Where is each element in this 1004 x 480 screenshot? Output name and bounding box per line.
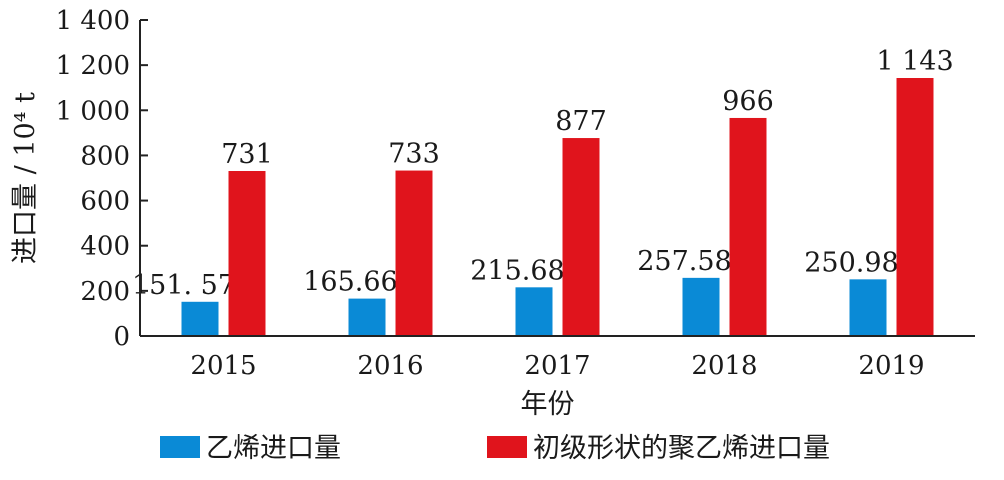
polyethylene-bar [562, 138, 600, 336]
y-tick-label: 1 200 [56, 51, 130, 81]
ethylene-bar [181, 301, 219, 336]
y-tick-label: 200 [80, 277, 130, 307]
ethylene-data-label: 257.58 [637, 246, 731, 277]
polyethylene-data-label: 731 [221, 139, 273, 170]
x-tick-label: 2015 [190, 351, 256, 381]
y-axis-ticks: 0 200 400 600 800 1 000 1 200 1 400 [56, 6, 148, 352]
polyethylene-bar [228, 171, 266, 336]
y-tick-label: 1 400 [56, 6, 130, 36]
x-tick-label: 2018 [691, 351, 757, 381]
y-tick-label: 1 000 [56, 96, 130, 126]
ethylene-bar [348, 298, 386, 336]
y-tick-label: 600 [80, 187, 130, 217]
x-tick-label: 2017 [524, 351, 590, 381]
x-axis-title: 年份 [521, 389, 575, 420]
polyethylene-data-label: 966 [722, 86, 774, 117]
legend-label-polyethylene: 初级形状的聚乙烯进口量 [533, 433, 830, 464]
ethylene-data-label: 215.68 [470, 255, 564, 286]
legend-label-ethylene: 乙烯进口量 [206, 433, 341, 464]
x-tick-label: 2019 [858, 351, 924, 381]
ethylene-bar [515, 287, 553, 336]
y-tick-label: 400 [80, 232, 130, 262]
polyethylene-data-label: 1 143 [876, 46, 953, 77]
polyethylene-data-label: 733 [388, 139, 440, 170]
ethylene-data-label: 151. 57 [132, 270, 235, 301]
ethylene-bar [849, 279, 887, 336]
legend-swatch-ethylene [160, 436, 200, 458]
x-axis-ticks: 2015 2016 2017 2018 2019 [190, 351, 924, 381]
polyethylene-bar [896, 78, 934, 336]
ethylene-data-label: 250.98 [804, 247, 898, 278]
polyethylene-data-label: 877 [555, 106, 607, 137]
polyethylene-bar [729, 117, 767, 337]
legend-swatch-polyethylene [487, 436, 527, 458]
y-tick-label: 0 [113, 322, 130, 352]
ethylene-bar [682, 277, 720, 336]
y-tick-label: 800 [80, 141, 130, 171]
y-axis-title: 进口量 / 10⁴ t [10, 92, 41, 264]
legend: 乙烯进口量 初级形状的聚乙烯进口量 [160, 433, 830, 464]
x-tick-label: 2016 [357, 351, 423, 381]
polyethylene-bar [395, 170, 433, 336]
bars: 151. 57 731 165.66 733 215.68 877 257.58 966 250… [132, 46, 954, 337]
ethylene-data-label: 165.66 [303, 267, 397, 298]
